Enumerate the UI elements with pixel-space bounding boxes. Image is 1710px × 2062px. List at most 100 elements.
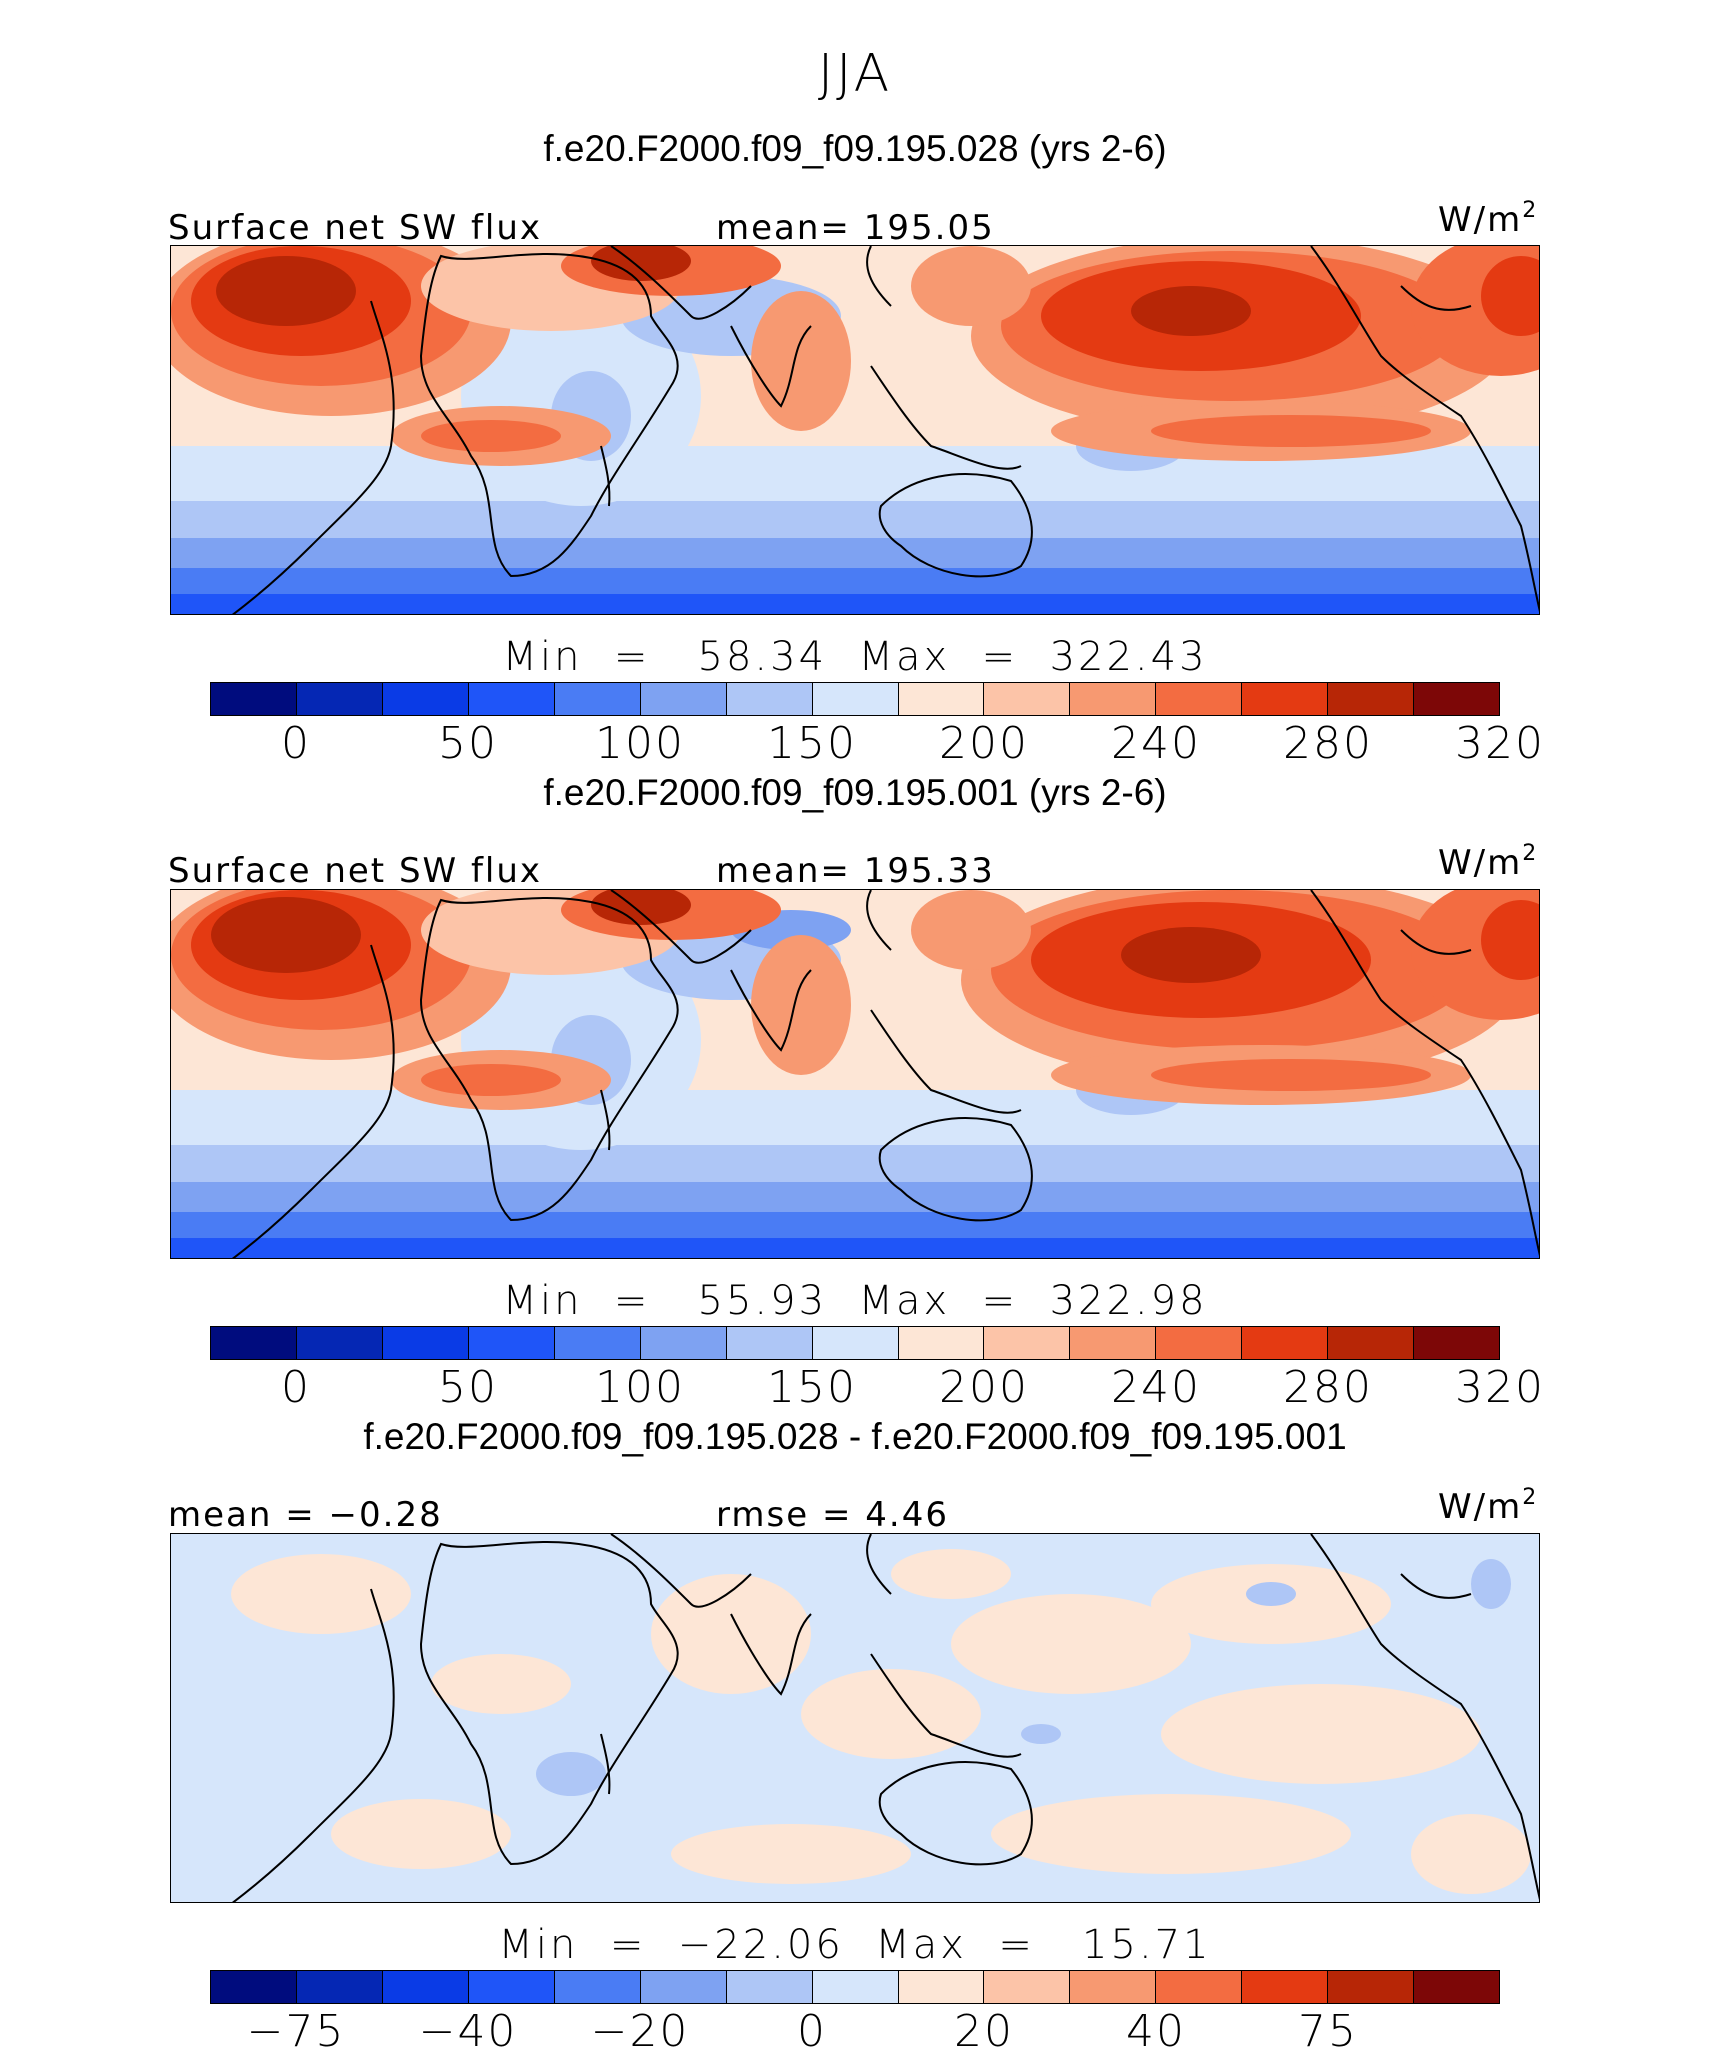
colorbar-tick-label: 240 <box>1111 718 1201 769</box>
colorbar-segment <box>898 1327 985 1359</box>
panel-3-units: W/m2 <box>1438 1485 1539 1527</box>
panel-1-units: W/m2 <box>1438 198 1539 240</box>
colorbar-tick-label: 150 <box>767 718 857 769</box>
panel-2-title: f.e20.F2000.f09_f09.195.001 (yrs 2-6) <box>543 772 1167 813</box>
colorbar-tick-label: 200 <box>939 718 1029 769</box>
colorbar-segment <box>640 1971 727 2003</box>
colorbar-segment <box>554 1327 641 1359</box>
panel-3-mean: mean = −0.28 <box>168 1495 443 1535</box>
panel-3-map <box>170 1533 1540 1903</box>
panel-1-map-svg <box>171 246 1539 614</box>
panel-3-mean-label: mean = <box>168 1495 316 1535</box>
colorbar-segment <box>726 683 813 715</box>
colorbar-segment <box>211 1327 297 1359</box>
colorbar-segment <box>1070 1327 1157 1359</box>
panel-2-colorbar-ticks: 0 50 100 150 200 240 280 320 <box>0 1362 1710 1418</box>
panel-1-mean: mean= 195.05 <box>716 208 995 248</box>
colorbar-tick-label: 50 <box>438 1362 498 1413</box>
colorbar-segment <box>1414 683 1500 715</box>
colorbar-segment <box>296 1327 383 1359</box>
colorbar-tick-label: 0 <box>797 2006 827 2057</box>
colorbar-segment <box>984 1327 1071 1359</box>
colorbar-tick-label: 20 <box>954 2006 1014 2057</box>
colorbar-segment <box>984 1971 1071 2003</box>
panel-2-min-value: 55.93 <box>697 1278 828 1324</box>
colorbar-segment <box>1328 1971 1415 2003</box>
panel-3-max-value: 15.71 <box>1082 1922 1212 1968</box>
colorbar-segment <box>1070 1971 1157 2003</box>
colorbar-segment <box>1156 1971 1243 2003</box>
colorbar-tick-label: 150 <box>767 1362 857 1413</box>
colorbar-segment <box>296 683 383 715</box>
colorbar-tick-label: 75 <box>1298 2006 1358 2057</box>
colorbar-tick-label: 0 <box>281 718 311 769</box>
colorbar-segment <box>468 683 555 715</box>
colorbar-segment <box>1156 683 1243 715</box>
panel-3-colorbar <box>210 1970 1500 2004</box>
colorbar-tick-label: 200 <box>939 1362 1029 1413</box>
colorbar-segment <box>726 1327 813 1359</box>
panel-1-map <box>170 245 1540 615</box>
colorbar-tick-label: 100 <box>595 1362 685 1413</box>
colorbar-segment <box>812 1971 899 2003</box>
colorbar-tick-label: 320 <box>1455 718 1545 769</box>
panel-1-mean-value: 195.05 <box>863 208 995 248</box>
panel-1-mean-label: mean= <box>716 208 851 248</box>
panel-2-mean-label: mean= <box>716 851 851 891</box>
colorbar-segment <box>296 1971 383 2003</box>
panel-2-map-svg <box>171 890 1539 1258</box>
colorbar-tick-label: −75 <box>246 2006 346 2057</box>
panel-3-title: f.e20.F2000.f09_f09.195.028 - f.e20.F200… <box>363 1416 1347 1457</box>
colorbar-segment <box>1070 683 1157 715</box>
panel-1-max-value: 322.43 <box>1049 634 1208 680</box>
panel-2-mean: mean= 195.33 <box>716 851 995 891</box>
panel-1-colorbar-ticks: 0 50 100 150 200 240 280 320 <box>0 718 1710 774</box>
colorbar-segment <box>554 683 641 715</box>
colorbar-tick-label: 240 <box>1111 1362 1201 1413</box>
panel-3-rmse: rmse = 4.46 <box>716 1495 949 1535</box>
panel-1-title: f.e20.F2000.f09_f09.195.028 (yrs 2-6) <box>543 128 1167 169</box>
colorbar-segment <box>898 683 985 715</box>
panel-3-rmse-value: 4.46 <box>865 1495 949 1535</box>
colorbar-segment <box>640 683 727 715</box>
colorbar-segment <box>1328 1327 1415 1359</box>
panel-2-max-value: 322.98 <box>1049 1278 1208 1324</box>
panel-2-map <box>170 889 1540 1259</box>
colorbar-segment <box>382 683 469 715</box>
colorbar-tick-label: 50 <box>438 718 498 769</box>
panel-2-minmax: Min = 55.93 Max = 322.98 <box>502 1278 1208 1324</box>
colorbar-tick-label: 40 <box>1126 2006 1186 2057</box>
panel-2-field-label: Surface net SW flux <box>168 851 543 891</box>
panel-3-mean-value: −0.28 <box>328 1495 443 1535</box>
colorbar-segment <box>1242 683 1329 715</box>
colorbar-tick-label: 0 <box>281 1362 311 1413</box>
colorbar-segment <box>382 1327 469 1359</box>
colorbar-segment <box>1242 1327 1329 1359</box>
colorbar-tick-label: −40 <box>418 2006 518 2057</box>
panel-2-mean-value: 195.33 <box>863 851 995 891</box>
colorbar-segment <box>468 1971 555 2003</box>
colorbar-segment <box>726 1971 813 2003</box>
panel-3-colorbar-ticks: −75 −40 −20 0 20 40 75 <box>0 2006 1710 2062</box>
panel-3-minmax: Min = −22.06 Max = 15.71 <box>498 1922 1212 1968</box>
colorbar-segment <box>898 1971 985 2003</box>
colorbar-segment <box>1414 1327 1500 1359</box>
colorbar-tick-label: 100 <box>595 718 685 769</box>
colorbar-segment <box>468 1327 555 1359</box>
panel-1-min-value: 58.34 <box>697 634 828 680</box>
colorbar-segment <box>984 683 1071 715</box>
colorbar-segment <box>812 1327 899 1359</box>
colorbar-tick-label: −20 <box>590 2006 690 2057</box>
colorbar-segment <box>211 1971 297 2003</box>
colorbar-tick-label: 280 <box>1283 1362 1373 1413</box>
colorbar-segment <box>1414 1971 1500 2003</box>
colorbar-segment <box>1156 1327 1243 1359</box>
season-title: JJA <box>817 44 893 104</box>
colorbar-segment <box>554 1971 641 2003</box>
panel-1-colorbar <box>210 682 1500 716</box>
colorbar-segment <box>382 1971 469 2003</box>
colorbar-tick-label: 280 <box>1283 718 1373 769</box>
panel-3-min-value: −22.06 <box>677 1922 844 1968</box>
panel-1-field-label: Surface net SW flux <box>168 208 543 248</box>
panel-3-map-svg <box>171 1534 1539 1902</box>
